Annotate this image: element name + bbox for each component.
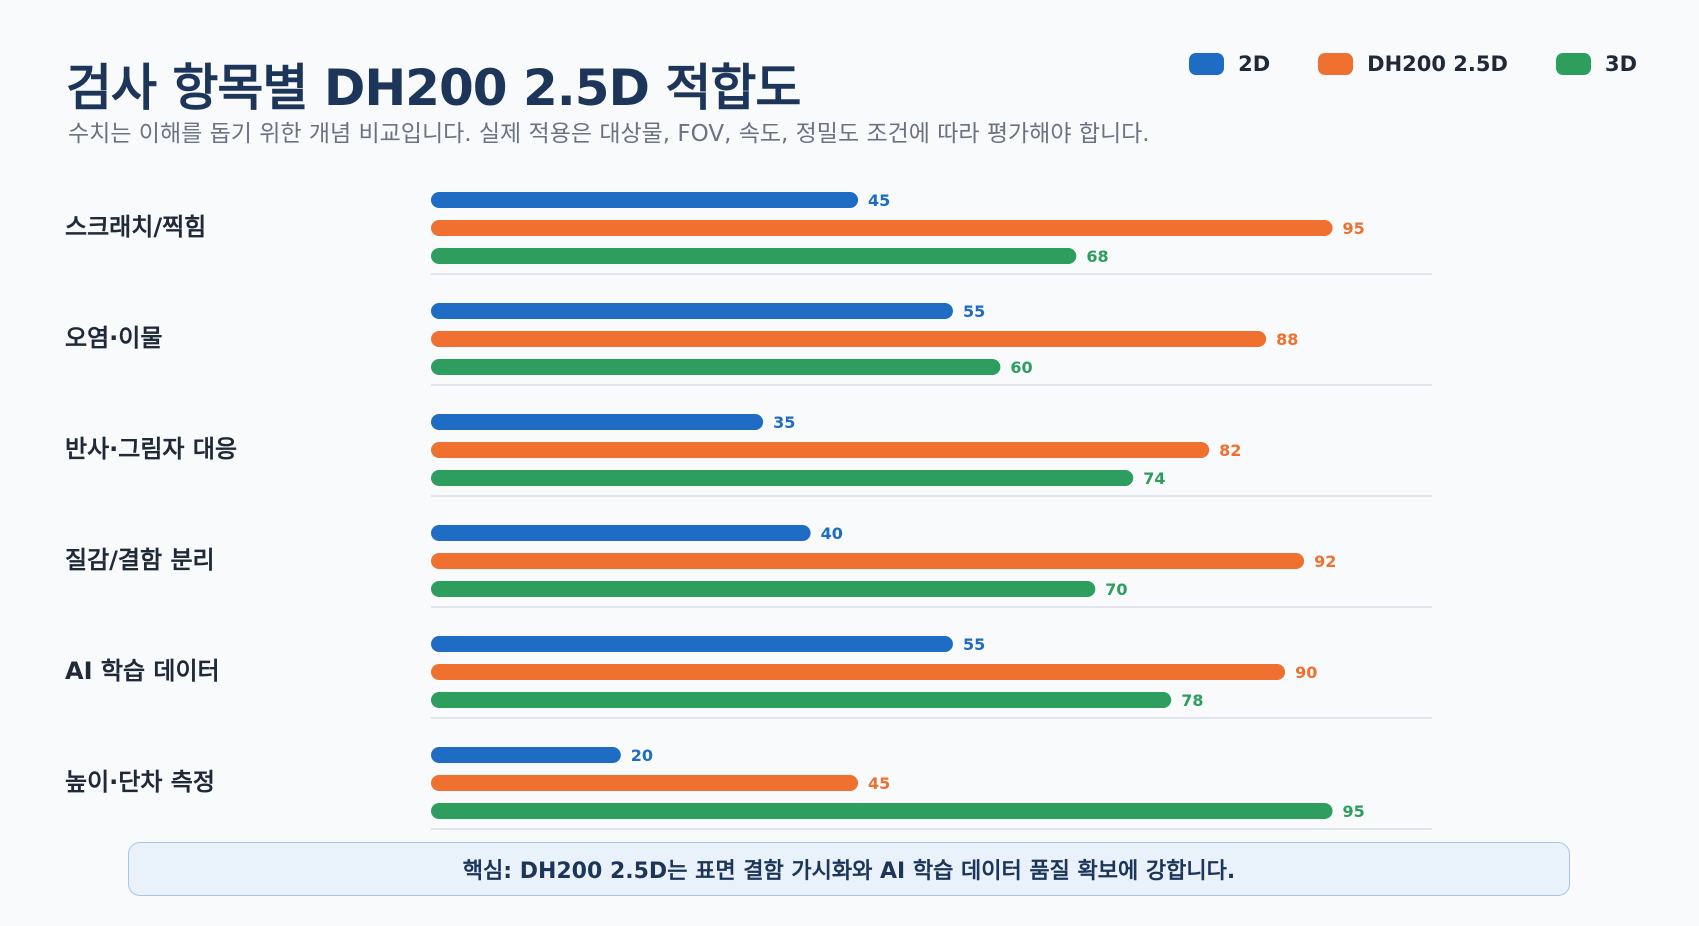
key-takeaway-callout: 핵심: DH200 2.5D는 표면 결함 가시화와 AI 학습 데이터 품질 …	[128, 842, 1570, 896]
category-label: 반사·그림자 대응	[65, 435, 237, 463]
category-label: 오염·이물	[65, 324, 162, 352]
bar-3d	[431, 692, 1172, 708]
data-label-dh200: 82	[1219, 441, 1241, 460]
data-label-2d: 45	[868, 191, 890, 210]
data-label-3d: 60	[1010, 358, 1032, 377]
data-label-2d: 40	[821, 524, 843, 543]
data-label-3d: 74	[1143, 469, 1165, 488]
bar-2d	[431, 303, 953, 319]
bar-3d	[431, 248, 1077, 264]
data-label-dh200: 45	[868, 774, 890, 793]
bar-dh200	[431, 664, 1286, 680]
data-label-3d: 68	[1086, 247, 1108, 266]
legend-swatch-dh200	[1318, 53, 1354, 75]
legend-swatch-3d	[1555, 53, 1591, 75]
data-label-2d: 35	[773, 413, 795, 432]
bar-3d	[431, 359, 1001, 375]
bar-3d	[431, 581, 1096, 597]
bar-dh200	[431, 775, 859, 791]
bar-dh200	[431, 220, 1333, 236]
bar-2d	[431, 525, 811, 541]
bar-dh200	[431, 442, 1210, 458]
data-label-3d: 78	[1181, 691, 1203, 710]
data-label-dh200: 90	[1295, 663, 1317, 682]
data-label-3d: 70	[1105, 580, 1127, 599]
category-label: 높이·단차 측정	[65, 768, 215, 796]
legend-item-2d: 2D	[1189, 52, 1270, 76]
legend-label-2d: 2D	[1238, 52, 1271, 76]
bar-2d	[431, 747, 621, 763]
category-label: 스크래치/찍힘	[65, 213, 206, 241]
data-label-2d: 20	[631, 746, 653, 765]
chart-title: 검사 항목별 DH200 2.5D 적합도	[66, 59, 801, 117]
legend-swatch-2d	[1189, 53, 1225, 75]
legend: 2D DH200 2.5D 3D	[1141, 52, 1637, 76]
bar-dh200	[431, 331, 1267, 347]
data-label-dh200: 88	[1276, 330, 1298, 349]
chart-subtitle: 수치는 이해를 돕기 위한 개념 비교입니다. 실제 적용은 대상물, FOV,…	[68, 121, 1150, 147]
data-label-dh200: 95	[1343, 219, 1365, 238]
data-label-2d: 55	[963, 302, 985, 321]
bar-2d	[431, 414, 764, 430]
bar-3d	[431, 803, 1333, 819]
bar-2d	[431, 636, 953, 652]
data-label-2d: 55	[963, 635, 985, 654]
category-label: AI 학습 데이터	[65, 657, 220, 685]
legend-label-dh200: DH200 2.5D	[1367, 52, 1508, 76]
legend-label-3d: 3D	[1604, 52, 1637, 76]
legend-item-3d: 3D	[1555, 52, 1637, 76]
data-label-3d: 95	[1343, 802, 1365, 821]
bar-dh200	[431, 553, 1305, 569]
data-label-dh200: 92	[1314, 552, 1336, 571]
legend-item-dh200: DH200 2.5D	[1318, 52, 1508, 76]
bar-3d	[431, 470, 1134, 486]
bar-2d	[431, 192, 859, 208]
category-label: 질감/결함 분리	[65, 546, 215, 574]
